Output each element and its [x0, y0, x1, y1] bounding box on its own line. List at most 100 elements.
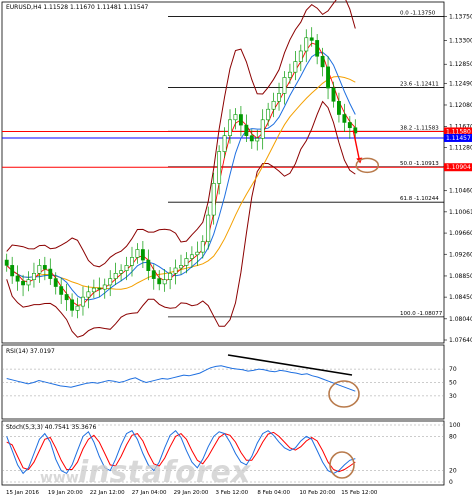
- stoch-circle: [329, 451, 355, 479]
- price-tag-label: 1.10904: [446, 164, 471, 171]
- candle-body: [140, 249, 145, 261]
- candle-body: [75, 305, 80, 311]
- stoch-y-tick-label: 20: [449, 468, 457, 475]
- candle-body: [331, 87, 336, 102]
- candle-body: [173, 267, 178, 274]
- candle-body: [64, 294, 69, 301]
- stoch-main-line: [6, 429, 356, 475]
- price-y-tick-label: 1.07640: [449, 337, 472, 344]
- price-y-tick-label: 1.08450: [449, 294, 472, 301]
- price-y-tick-label: 1.11670: [449, 124, 472, 131]
- price-y-tick-label: 1.10460: [449, 188, 472, 195]
- watermark-domain: www.: [40, 470, 83, 486]
- watermark: www. instaforex: [40, 455, 252, 490]
- candle-body: [326, 66, 330, 89]
- target-circle: [355, 157, 380, 174]
- candle-body: [157, 278, 162, 285]
- stoch-plot: [2, 424, 444, 483]
- fib-level-label: 50.0 -1.10913: [400, 161, 439, 167]
- candle-body: [151, 270, 156, 279]
- price-y-tick-label: 1.08850: [449, 273, 472, 280]
- candle-body: [4, 259, 9, 266]
- x-axis-label: 8 Feb 04:00: [257, 490, 290, 496]
- price-tag-label: 1.11580: [446, 128, 471, 135]
- price-y-tick-label: 1.12490: [449, 80, 472, 87]
- candle-body: [162, 279, 167, 285]
- candle-body: [146, 259, 151, 271]
- rsi-y-tick-label: 70: [449, 366, 457, 373]
- stoch-signal-line: [6, 431, 356, 473]
- price-y-tick-label: 1.13300: [449, 37, 472, 44]
- candle-body: [179, 265, 183, 269]
- candle-body: [200, 241, 205, 253]
- rsi-line: [6, 365, 356, 392]
- candle-body: [337, 100, 341, 115]
- price-panel-frame: [1, 1, 445, 344]
- candle-body: [189, 254, 194, 259]
- x-axis-label: 19 Jan 20:00: [48, 490, 83, 496]
- candle-body: [342, 114, 347, 123]
- rsi-y-tick-label: 30: [449, 393, 457, 400]
- ma-mid-line: [6, 51, 356, 301]
- candle-body: [271, 100, 276, 110]
- candle-body: [315, 40, 320, 57]
- candle-body: [59, 286, 64, 295]
- price-plot: 0.0 -1.13750 23.6 -1.12411 38.2 -1.11583 50…: [2, 0, 444, 338]
- candle-body: [244, 124, 249, 136]
- candle-body: [211, 183, 216, 216]
- candle-body: [10, 265, 15, 277]
- price-tag-box: [444, 133, 472, 142]
- candle-body: [42, 265, 47, 270]
- fib-level-label: 23.6 -1.12411: [400, 81, 439, 87]
- x-axis-label: 22 Jan 12:00: [90, 490, 125, 496]
- stoch-y-tick-label: 80: [449, 433, 457, 440]
- candle-body: [113, 273, 118, 279]
- candle-body: [135, 249, 140, 258]
- candle-body: [298, 50, 303, 62]
- fib-level-label: 61.8 -1.10244: [400, 196, 439, 202]
- price-y-tick-label: 1.09660: [449, 230, 472, 237]
- rsi-circle: [328, 380, 360, 408]
- candle-body: [266, 108, 271, 121]
- candle-body: [81, 296, 85, 307]
- candle-body: [195, 251, 200, 256]
- candle-body: [260, 119, 265, 139]
- candle-body: [37, 265, 42, 274]
- candle-body: [21, 280, 25, 286]
- bollinger-lower-line: [6, 100, 356, 338]
- stoch-title: Stoch(5,3,3) 40.7541 35.3676: [6, 424, 97, 431]
- candle-body: [32, 273, 36, 280]
- candle-body: [86, 291, 91, 298]
- stoch-panel-frame: [1, 420, 445, 486]
- forecast-arrow: [352, 130, 360, 160]
- axes: 1.13750 1.13300 1.12850 1.12490 1.12080 1.116…: [6, 14, 472, 496]
- rsi-divergence-trendline: [227, 354, 353, 376]
- candle-body: [287, 71, 292, 78]
- candle-body: [233, 114, 238, 121]
- candle-body: [53, 278, 58, 287]
- rsi-plot: [2, 354, 444, 408]
- fib-level-label: 38.2 -1.11583: [400, 125, 439, 131]
- candle-body: [222, 135, 227, 152]
- candle-body: [320, 55, 325, 68]
- price-tag-box: [444, 127, 472, 136]
- price-y-tick-label: 1.13750: [449, 14, 472, 21]
- rsi-y-tick-label: 50: [449, 380, 457, 387]
- watermark-brand: instaforex: [78, 455, 252, 490]
- stoch-y-tick-label: 0: [449, 479, 453, 486]
- candle-body: [168, 273, 173, 280]
- fib-level-label: 100.0 -1.08077: [400, 311, 443, 317]
- rsi-panel-frame: [1, 344, 445, 420]
- candle-body: [293, 61, 298, 73]
- candle-body: [48, 268, 53, 279]
- candle-body: [15, 275, 20, 282]
- stoch-y-tick-label: 100: [449, 422, 461, 429]
- candle-body: [184, 258, 189, 266]
- x-axis-label: 29 Jan 20:00: [174, 490, 209, 496]
- price-y-tick-label: 1.12850: [449, 61, 472, 68]
- price-y-tick-label: 1.08040: [449, 316, 472, 323]
- candle-body: [347, 122, 352, 129]
- candle-body: [97, 287, 102, 290]
